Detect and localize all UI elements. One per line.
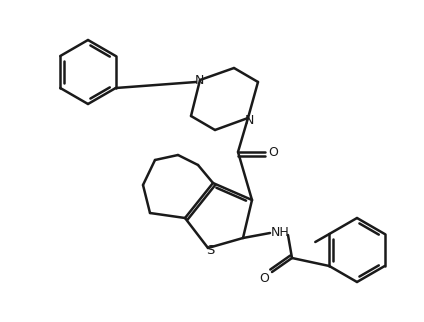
Text: O: O: [268, 146, 278, 158]
Text: NH: NH: [271, 225, 289, 239]
Text: N: N: [244, 113, 254, 127]
Text: N: N: [194, 73, 204, 87]
Text: O: O: [259, 271, 269, 285]
Text: S: S: [206, 244, 214, 258]
